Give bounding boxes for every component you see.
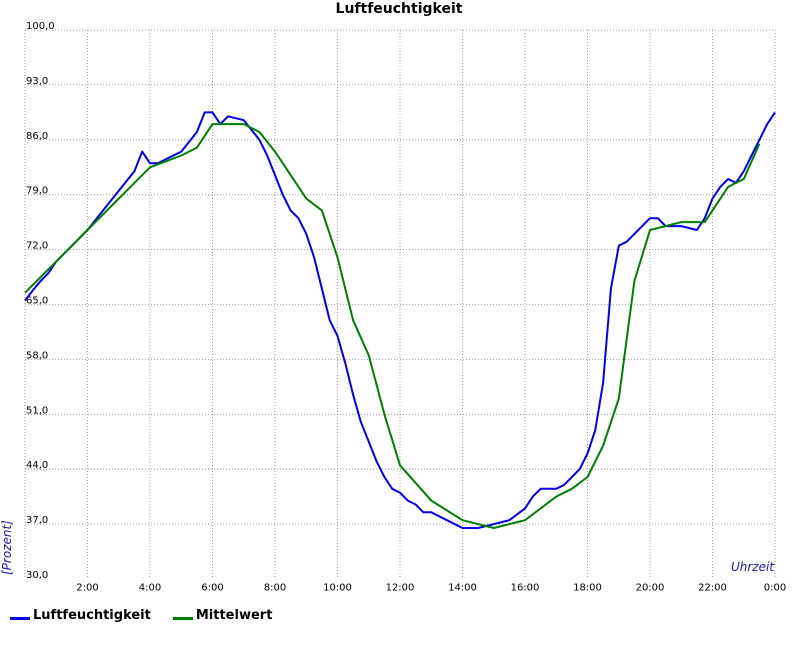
y-tick-label: 58,0 — [26, 350, 48, 361]
x-tick-label: 22:00 — [698, 582, 727, 593]
y-tick-label: 72,0 — [26, 241, 48, 252]
y-tick-label: 100,0 — [26, 21, 55, 32]
x-tick-label: 10:00 — [323, 582, 352, 593]
y-tick-label: 44,0 — [26, 460, 48, 471]
x-tick-label: 16:00 — [511, 582, 540, 593]
y-tick-labels: 30,0 37,0 44,0 51,0 58,0 65,0 72,0 79,0 86,0 93,0… — [26, 21, 55, 581]
x-tick-label: 6:00 — [201, 582, 223, 593]
y-tick-label: 37,0 — [26, 515, 48, 526]
x-tick-label: 20:00 — [636, 582, 665, 593]
y-tick-label: 93,0 — [26, 76, 48, 87]
legend-item-mittelwert: Mittelwert — [172, 608, 273, 623]
x-tick-label: 18:00 — [573, 582, 602, 593]
x-tick-label: 12:00 — [386, 582, 415, 593]
y-axis-label: [Prozent] — [0, 520, 14, 575]
y-tick-label: 30,0 — [26, 570, 48, 581]
x-tick-label: 2:00 — [76, 582, 98, 593]
legend-swatch-mittelwert — [172, 616, 193, 620]
series-lines — [24, 111, 776, 529]
series-line-mittelwert — [24, 123, 761, 529]
x-tick-label: 0:00 — [764, 582, 786, 593]
legend: Luftfeuchtigkeit Mittelwert — [10, 608, 272, 623]
y-tick-label: 79,0 — [26, 186, 48, 197]
y-tick-label: 51,0 — [26, 405, 48, 416]
legend-item-luftfeuchtigkeit: Luftfeuchtigkeit — [10, 608, 151, 623]
gridlines — [24, 29, 776, 579]
y-tick-label: 86,0 — [26, 131, 48, 142]
legend-swatch-luftfeuchtigkeit — [10, 616, 30, 620]
x-axis-label: Uhrzeit — [731, 560, 775, 574]
legend-label-mittelwert: Mittelwert — [195, 608, 273, 623]
x-tick-label: 4:00 — [139, 582, 161, 593]
x-tick-label: 8:00 — [264, 582, 286, 593]
chart-title: Luftfeuchtigkeit — [336, 1, 463, 17]
x-tick-label: 14:00 — [448, 582, 477, 593]
legend-label-luftfeuchtigkeit: Luftfeuchtigkeit — [33, 608, 151, 623]
x-tick-labels: 2:00 4:00 6:00 8:00 10:00 12:00 14:00 16:00 18:0… — [76, 582, 786, 593]
y-tick-label: 65,0 — [26, 296, 48, 307]
series-line-luftfeuchtigkeit — [24, 111, 776, 529]
